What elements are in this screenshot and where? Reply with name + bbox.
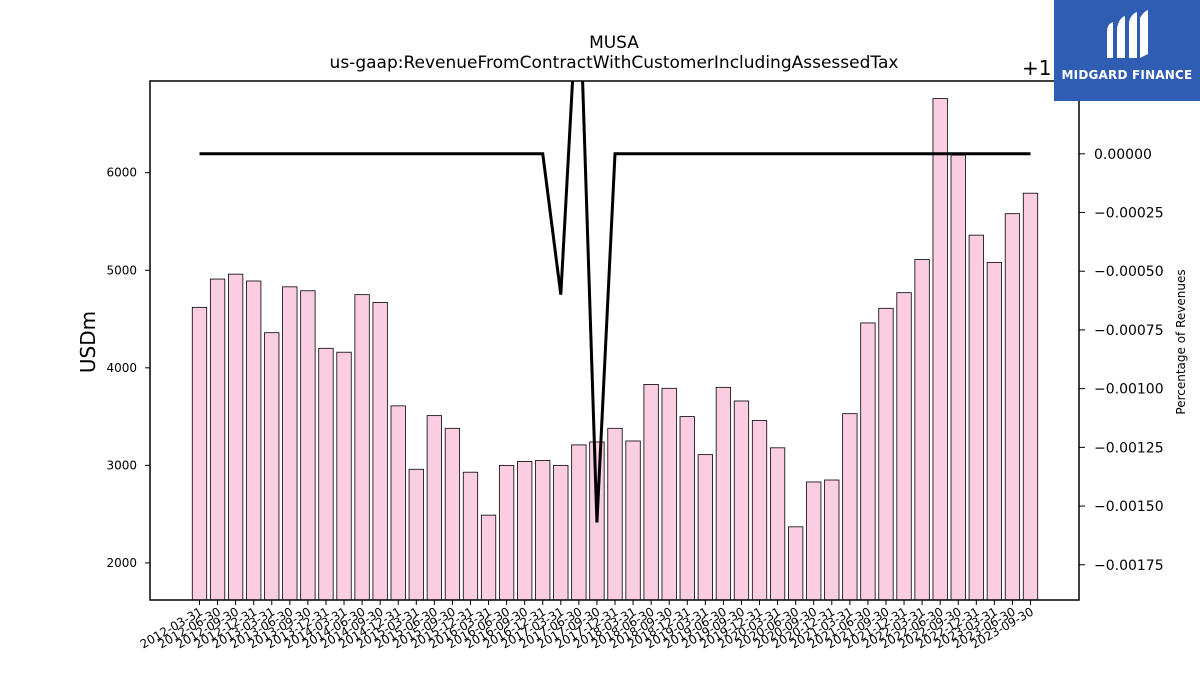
bar [733, 400, 750, 601]
y-tick-label: 5000 [106, 263, 137, 277]
bar [354, 294, 370, 601]
bar [806, 481, 822, 601]
bar [571, 444, 587, 601]
y-axis-label: USDm [76, 311, 100, 373]
bar [1004, 213, 1021, 601]
y-axis-right: 0.00000 −0.00025 −0.00050 −0.00075 −0.00100 −… [1079, 147, 1164, 574]
bar [643, 383, 659, 601]
bar [318, 347, 334, 601]
bar [896, 292, 912, 601]
chart-title: MUSA [589, 33, 639, 53]
bar [444, 427, 461, 601]
bar [986, 262, 1002, 601]
bar [842, 413, 858, 601]
y-axis-left: 2000 3000 4000 5000 6000 [106, 166, 150, 570]
bar [246, 280, 262, 601]
bar [715, 386, 732, 601]
bar [751, 420, 768, 601]
y2-tick-label: 0.00000 [1094, 147, 1152, 163]
y2-tick-label: −0.00075 [1094, 323, 1164, 339]
bar [968, 234, 984, 601]
bar [426, 415, 442, 601]
bar [282, 286, 298, 601]
bar [914, 259, 930, 601]
bar [390, 405, 406, 601]
y2-tick-label: −0.00175 [1094, 558, 1164, 574]
bar [408, 468, 424, 601]
y-tick-label: 2000 [106, 556, 137, 570]
bar [191, 306, 208, 601]
bar [264, 332, 280, 601]
bar [661, 387, 677, 601]
bar [824, 479, 840, 601]
y-tick-label: 4000 [106, 361, 137, 375]
x-axis: 2012-03-312012-06-302012-09-302012-12-31… [138, 600, 1036, 651]
bar [336, 351, 352, 601]
y2-tick-label: −0.00050 [1094, 264, 1164, 280]
bar [535, 460, 551, 601]
bar [860, 322, 876, 601]
bar [932, 98, 948, 601]
bar [462, 471, 479, 601]
bar [607, 427, 623, 601]
bar [788, 526, 804, 601]
bar [209, 278, 226, 601]
line-series [199, 81, 1031, 523]
brand-name: MIDGARD FINANCE [1061, 68, 1193, 82]
bar [1022, 192, 1039, 601]
chart-subtitle: us-gaap:RevenueFromContractWithCustomerI… [330, 53, 899, 73]
brand-logo: MIDGARD FINANCE [1054, 0, 1200, 101]
bar [679, 416, 695, 601]
bar [227, 273, 244, 601]
midgard-logo-icon [1107, 10, 1148, 58]
y-tick-label: 3000 [106, 458, 137, 472]
bar [372, 302, 388, 601]
y2-tick-label: −0.00025 [1094, 206, 1164, 222]
bar [498, 464, 515, 601]
y2-tick-label: −0.00125 [1094, 440, 1164, 456]
bar [517, 461, 533, 601]
bar [878, 307, 894, 601]
bar [697, 454, 713, 601]
bar [625, 440, 641, 601]
y2-tick-label: −0.00100 [1094, 382, 1164, 398]
bar [300, 290, 316, 601]
bar [769, 447, 786, 601]
y2-axis-label: Percentage of Revenues [1174, 269, 1188, 414]
y-tick-label: 6000 [106, 166, 137, 180]
bar [553, 464, 569, 601]
bar [950, 154, 966, 601]
line-series-group [199, 81, 1031, 523]
y2-offset-label: +1 [1022, 56, 1051, 80]
bar [480, 514, 497, 601]
y2-tick-label: −0.00150 [1094, 499, 1164, 515]
